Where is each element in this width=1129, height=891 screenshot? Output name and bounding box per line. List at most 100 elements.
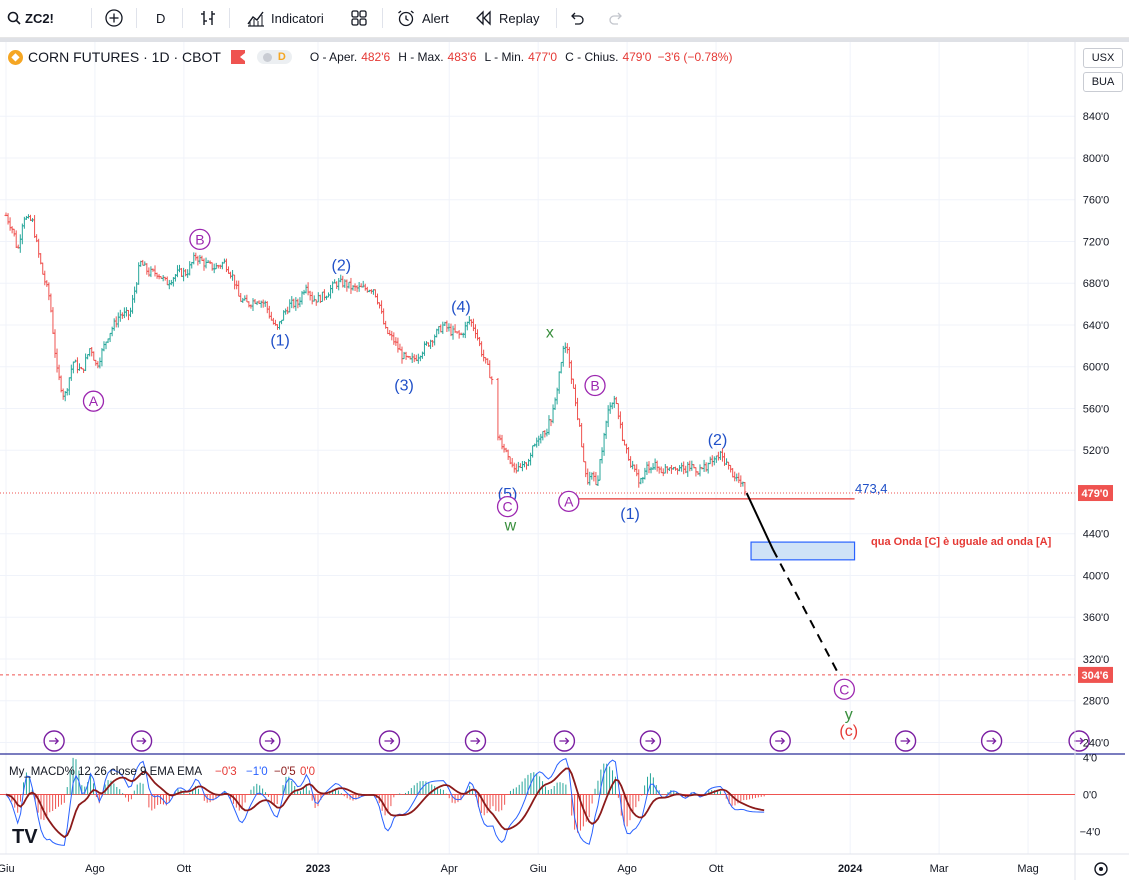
- arrow-right-icon: [645, 737, 656, 745]
- arrow-right-icon: [470, 737, 481, 745]
- arrow-right-icon: [49, 737, 60, 745]
- currency-selector[interactable]: USX: [1083, 48, 1123, 68]
- macd-label: My_MACD% 12 26 close 9 EMA EMA: [9, 766, 202, 778]
- toolbar-divider: [0, 38, 1129, 42]
- change-value: −3'6 (−0.78%): [657, 50, 733, 64]
- rewind-icon: [476, 10, 491, 26]
- grid: [0, 42, 1129, 855]
- indicators-button[interactable]: Indicatori: [246, 8, 324, 28]
- low-label: L - Min.: [484, 50, 525, 64]
- close-label: C - Chius.: [565, 50, 619, 64]
- price-bars: [4, 212, 747, 496]
- arrow-right-icon: [775, 737, 786, 745]
- annotation-text: qua Onda [C] è uguale ad onda [A]: [871, 536, 1052, 548]
- open-label: O - Aper.: [309, 50, 358, 64]
- y-tick-label: 800'0: [1083, 153, 1110, 165]
- x-tick-label: Apr: [441, 863, 458, 875]
- wave-labels: AB(1)(2)(3)(4)xB(2)(5)CwA(1)Cy(c): [82, 228, 858, 740]
- x-tick-label: Mar: [930, 863, 949, 875]
- x-tick-label: Giu: [530, 863, 547, 875]
- wave-label: (c): [839, 723, 858, 740]
- redo-button[interactable]: [607, 8, 625, 28]
- flag-icon[interactable]: [230, 50, 245, 64]
- macd-pane: 4'0 0'0 −4'0: [0, 752, 1101, 846]
- x-tick-label: Ago: [617, 863, 637, 875]
- wave-circle: [82, 390, 105, 412]
- high-value: 483'6: [447, 50, 477, 64]
- y-tick-label: 280'0: [1083, 696, 1110, 708]
- separator: [229, 8, 230, 28]
- indicators-icon: [247, 11, 264, 27]
- symbol-title: CORN FUTURES · 1D · CBOT: [28, 49, 221, 65]
- close-value: 479'0: [622, 50, 652, 64]
- wave-label: (1): [270, 333, 290, 350]
- wave-label: C: [502, 499, 512, 515]
- price-axis[interactable]: 840'0 800'0 760'0 720'0 680'0 640'0 600'0 560'0…: [1074, 42, 1113, 880]
- wave-label: (4): [451, 299, 471, 316]
- time-axis[interactable]: Giu Ago Ott 2023 Apr Giu Ago Ott 2024 Mar Mag: [0, 862, 1108, 876]
- undo-icon: [571, 12, 584, 25]
- level-price-tag: [1078, 666, 1113, 683]
- wave-label: y: [845, 706, 853, 723]
- separator: [136, 8, 137, 28]
- separator: [382, 8, 383, 28]
- y-tick-label: 840'0: [1083, 111, 1110, 123]
- corn-symbol-icon: ◆: [8, 49, 23, 65]
- interval-button[interactable]: D: [156, 8, 165, 28]
- wave-label: (2): [708, 432, 728, 449]
- unit-selector[interactable]: BUA: [1083, 72, 1123, 92]
- projection-solid: [745, 492, 774, 550]
- alarm-clock-icon: [398, 10, 414, 27]
- y-tick-label: 360'0: [1083, 612, 1110, 624]
- alert-button[interactable]: Alert: [396, 8, 449, 28]
- wave-circle: [189, 228, 211, 251]
- wave-label: (1): [620, 506, 640, 523]
- wave-label: w: [504, 517, 517, 534]
- top-toolbar: ZC2! D Indicatori Alert Replay: [0, 0, 1129, 38]
- layouts-button[interactable]: [350, 8, 368, 28]
- undo-button[interactable]: [568, 8, 586, 28]
- chart-type-button[interactable]: [199, 8, 217, 28]
- x-tick-label: Ott: [177, 863, 192, 875]
- search-icon: [7, 11, 21, 25]
- last-price-tag: [1078, 485, 1113, 502]
- macd-value-3: −0'5: [274, 766, 296, 778]
- horizontal-levels: [0, 492, 1075, 676]
- wave-label: x: [546, 324, 554, 341]
- price-chart[interactable]: AB(1)(2)(3)(4)xB(2)(5)CwA(1)Cy(c) 840'08…: [0, 42, 1129, 891]
- x-tick-label: 2023: [306, 863, 330, 875]
- grid-layout-icon: [351, 10, 367, 26]
- arrow-right-icon: [264, 737, 275, 745]
- wave-label: B: [590, 378, 599, 394]
- last-price-label: 479'0: [1081, 488, 1108, 500]
- wave-label: C: [839, 681, 849, 697]
- symbol-legend: ◆ CORN FUTURES · 1D · CBOT D O - Aper. 4…: [8, 47, 732, 67]
- status-dot: [262, 52, 272, 62]
- wave-circle: [833, 678, 855, 700]
- delayed-badge: D: [277, 51, 286, 63]
- x-tick-label: Ott: [709, 863, 724, 875]
- y-tick-label: 240'0: [1083, 738, 1110, 750]
- settings-gear-center: [1099, 867, 1103, 871]
- wave-circle: [558, 490, 580, 513]
- macd-value-4: 0'0: [300, 766, 315, 778]
- macd-tick-label: 0'0: [1083, 790, 1097, 802]
- arrow-right-icon: [559, 737, 570, 745]
- replay-button[interactable]: Replay: [475, 8, 539, 28]
- y-tick-label: 520'0: [1083, 445, 1110, 457]
- y-tick-label: 720'0: [1083, 236, 1110, 248]
- macd-tick-label: −4'0: [1080, 827, 1101, 839]
- visibility-toggle[interactable]: D: [256, 50, 292, 64]
- settings-gear-icon: [1094, 862, 1108, 876]
- add-circle-icon: [105, 9, 123, 27]
- level-value-label: 473,4: [855, 481, 888, 496]
- replay-label: Replay: [499, 10, 540, 26]
- y-tick-label: 680'0: [1083, 278, 1110, 290]
- open-value: 482'6: [361, 50, 391, 64]
- x-tick-label: Giu: [0, 863, 15, 875]
- x-tick-label: Mag: [1017, 863, 1038, 875]
- compare-button[interactable]: [104, 8, 124, 28]
- wave-label: (3): [394, 378, 414, 395]
- symbol-search-button[interactable]: ZC2!: [7, 8, 54, 28]
- y-tick-label: 640'0: [1083, 320, 1110, 332]
